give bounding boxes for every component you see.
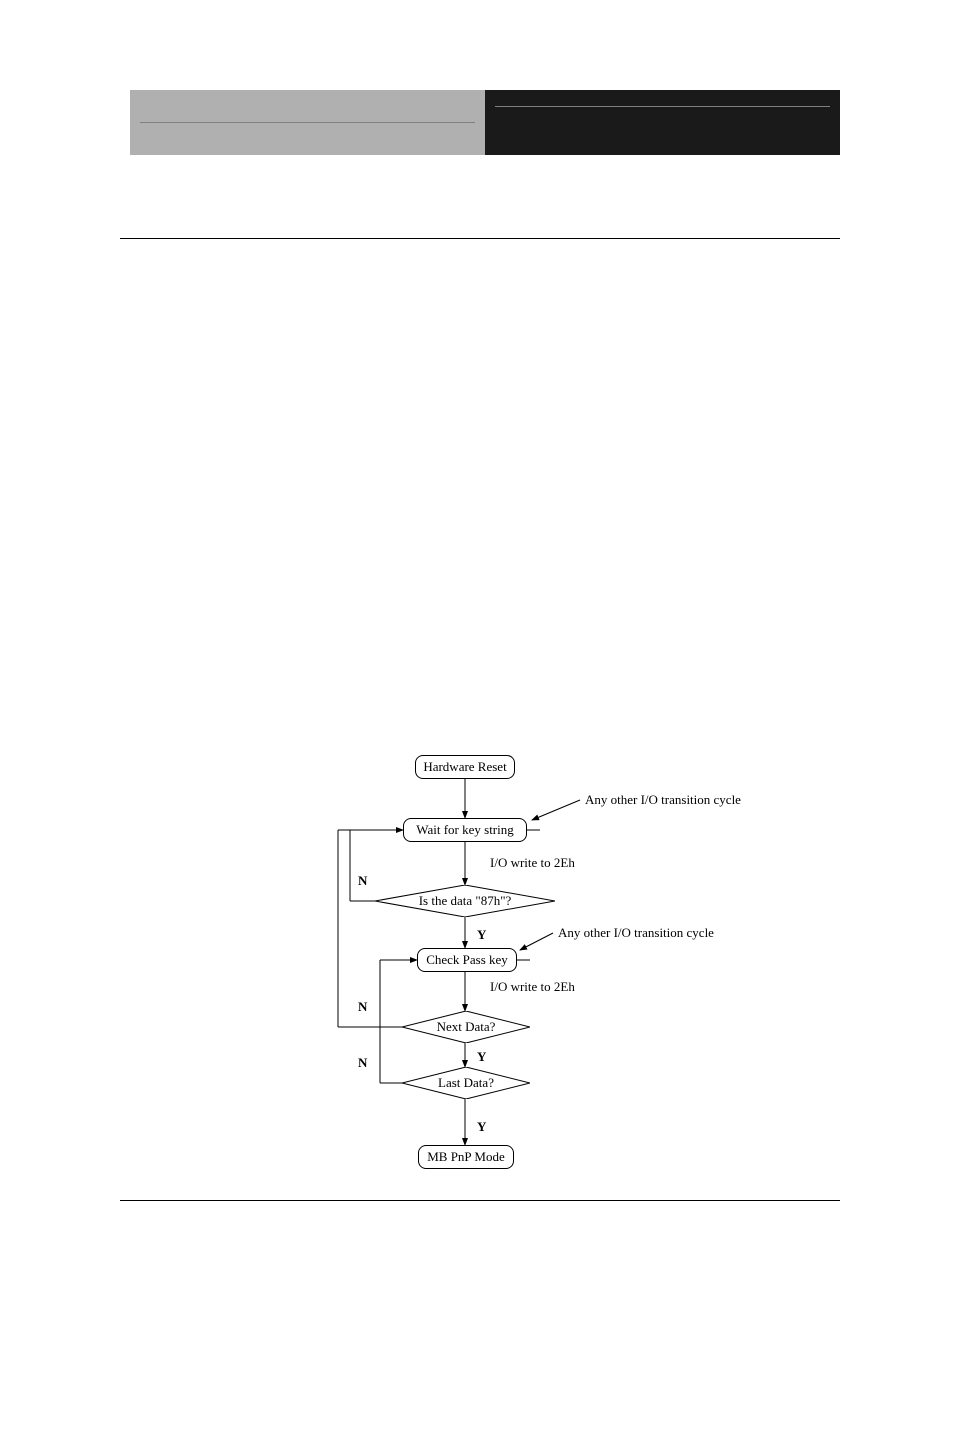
header-left-panel <box>130 90 485 155</box>
node-label: Next Data? <box>437 1019 496 1035</box>
header-left-divider <box>140 122 475 123</box>
node-label: Last Data? <box>438 1075 494 1091</box>
flowchart-connectors <box>310 755 850 1185</box>
content-top-line <box>120 238 840 239</box>
node-label: Is the data "87h"? <box>419 893 512 909</box>
header-bar <box>130 90 840 155</box>
header-right-panel <box>485 90 840 155</box>
header-right-divider <box>495 106 830 107</box>
flowchart-diagram: Hardware Reset Wait for key string Is th… <box>310 755 850 1185</box>
content-bottom-line <box>120 1200 840 1201</box>
